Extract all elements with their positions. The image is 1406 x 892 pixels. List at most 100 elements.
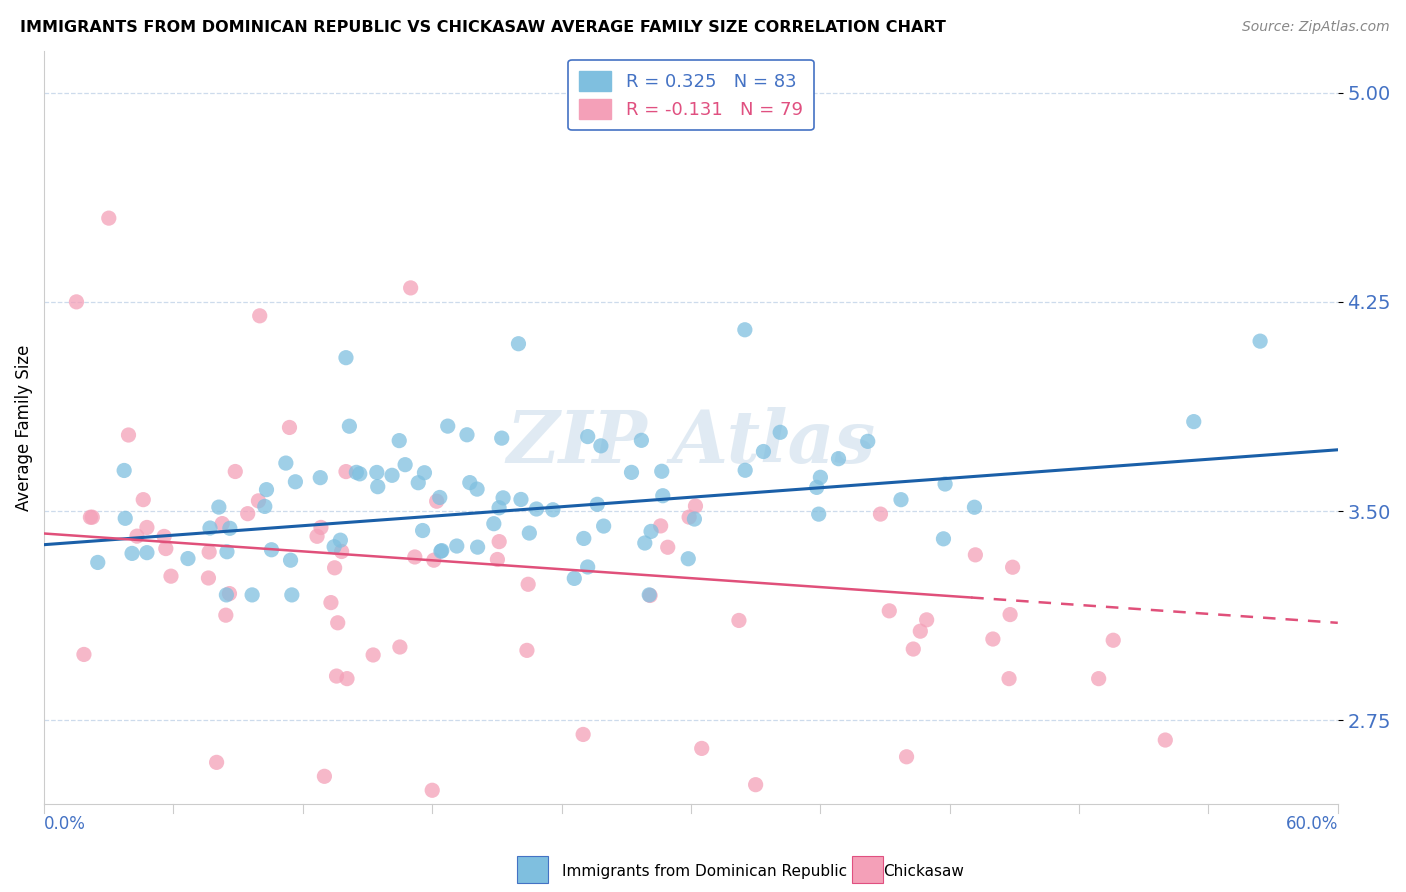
Point <box>337 419 360 434</box>
Point <box>586 497 609 511</box>
Point <box>236 507 259 521</box>
Point <box>218 521 240 535</box>
Point <box>136 546 159 560</box>
Text: IMMIGRANTS FROM DOMINICAN REPUBLIC VS CHICKASAW AVERAGE FAMILY SIZE CORRELATION : IMMIGRANTS FROM DOMINICAN REPUBLIC VS CH… <box>20 20 946 35</box>
Point <box>650 519 672 533</box>
Point <box>247 493 270 508</box>
Text: Source: ZipAtlas.com: Source: ZipAtlas.com <box>1241 20 1389 34</box>
Point <box>153 529 176 543</box>
Point <box>253 500 276 514</box>
Point <box>458 475 481 490</box>
Text: ZIP Atlas: ZIP Atlas <box>506 407 876 478</box>
Point <box>932 532 955 546</box>
Point <box>638 588 661 602</box>
Point <box>1087 672 1109 686</box>
Point <box>517 577 540 591</box>
Point <box>284 475 307 489</box>
Point <box>65 294 87 309</box>
Point <box>728 614 751 628</box>
Point <box>465 482 488 496</box>
Point <box>634 536 657 550</box>
Point <box>572 727 595 741</box>
Point <box>430 543 453 558</box>
Point <box>592 519 614 533</box>
Point <box>135 520 157 534</box>
Point <box>934 477 956 491</box>
Point <box>114 511 136 525</box>
Point <box>620 466 643 480</box>
Point <box>381 468 404 483</box>
Point <box>367 480 389 494</box>
Point <box>215 588 238 602</box>
Point <box>388 434 411 448</box>
Point <box>420 783 443 797</box>
Point <box>589 439 612 453</box>
Point <box>630 434 652 448</box>
Point <box>218 586 240 600</box>
Point <box>896 749 918 764</box>
Text: 60.0%: 60.0% <box>1285 815 1337 833</box>
Point <box>734 323 756 337</box>
Point <box>685 499 707 513</box>
Point <box>576 429 599 443</box>
Point <box>404 549 426 564</box>
Point <box>205 756 228 770</box>
Point <box>1001 560 1024 574</box>
Point <box>412 524 434 538</box>
Point <box>160 569 183 583</box>
Point <box>541 502 564 516</box>
Point <box>807 507 830 521</box>
Text: Immigrants from Dominican Republic: Immigrants from Dominican Republic <box>562 864 848 879</box>
Point <box>678 551 700 566</box>
Point <box>249 309 271 323</box>
Point <box>651 464 673 478</box>
Point <box>683 512 706 526</box>
Point <box>456 427 478 442</box>
Point <box>467 540 489 554</box>
Text: 0.0%: 0.0% <box>44 815 86 833</box>
Text: Chickasaw: Chickasaw <box>883 864 965 879</box>
Point <box>526 502 548 516</box>
Point <box>323 540 346 554</box>
Point <box>215 545 238 559</box>
Point <box>429 491 451 505</box>
Point <box>981 632 1004 646</box>
Point <box>82 510 104 524</box>
Point <box>806 480 828 494</box>
Point <box>117 428 139 442</box>
Point <box>394 458 416 472</box>
Point <box>1154 733 1177 747</box>
Point <box>426 494 449 508</box>
Point <box>198 521 221 535</box>
Point <box>388 640 411 654</box>
Point <box>224 465 246 479</box>
Point <box>856 434 879 449</box>
Point <box>752 444 775 458</box>
Point <box>808 470 831 484</box>
Point <box>491 431 513 445</box>
Point <box>877 604 900 618</box>
Point <box>678 510 700 524</box>
Point <box>335 351 357 365</box>
Point <box>197 571 219 585</box>
Point <box>256 483 278 497</box>
Point <box>744 778 766 792</box>
Point <box>97 211 120 226</box>
Point <box>910 624 932 639</box>
Point <box>211 516 233 531</box>
Point <box>307 529 329 543</box>
Point <box>198 545 221 559</box>
Point <box>562 571 585 585</box>
Point <box>240 588 263 602</box>
Point <box>361 648 384 662</box>
Point <box>399 281 422 295</box>
Point <box>734 463 756 477</box>
Point <box>274 456 297 470</box>
Point <box>651 489 673 503</box>
Point <box>329 533 352 548</box>
Point <box>1249 334 1271 348</box>
Point <box>915 613 938 627</box>
Point <box>73 648 96 662</box>
Point <box>309 470 332 484</box>
Point <box>446 539 468 553</box>
